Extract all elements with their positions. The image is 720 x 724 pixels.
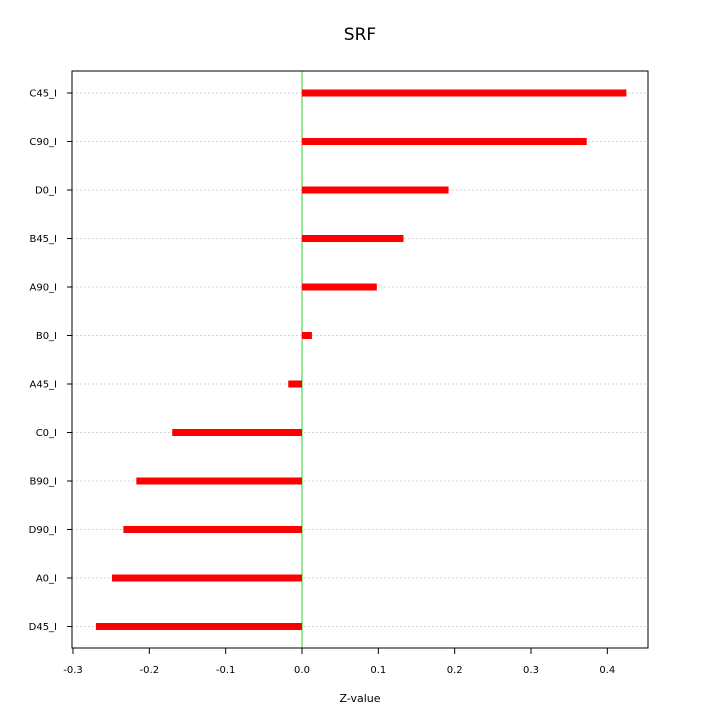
x-axis: -0.3 -0.2 -0.1 0.0 0.1 0.2 0.3 0.4 bbox=[63, 648, 615, 676]
x-tick-label: -0.3 bbox=[63, 665, 83, 676]
y-tick-label: A90_I bbox=[29, 283, 57, 294]
bar bbox=[172, 429, 302, 436]
y-tick-label: C90_I bbox=[29, 137, 57, 148]
y-tick-label: D90_I bbox=[29, 525, 57, 536]
y-tick-label: D0_I bbox=[35, 186, 57, 197]
x-tick-label: 0.2 bbox=[447, 665, 463, 676]
y-tick-label: A45_I bbox=[29, 380, 57, 391]
grid-lines bbox=[72, 92, 648, 627]
plot-frame bbox=[71, 70, 649, 649]
chart-title: SRF bbox=[344, 25, 376, 45]
bar bbox=[302, 283, 377, 291]
x-axis-label: Z-value bbox=[339, 692, 380, 705]
y-tick-label: C45_I bbox=[29, 89, 57, 100]
y-tick-label: A0_I bbox=[36, 574, 57, 585]
x-tick-label: 0.3 bbox=[523, 665, 539, 676]
x-tick-label: 0.0 bbox=[294, 665, 310, 676]
bar bbox=[302, 138, 587, 145]
y-tick-label: B0_I bbox=[36, 331, 57, 342]
bar bbox=[95, 623, 303, 630]
x-tick-label: -0.1 bbox=[216, 665, 236, 676]
y-axis: C45_I C90_I D0_I B45_I A90_I B0_I A45_I C0_I B90… bbox=[29, 89, 72, 633]
bar bbox=[302, 186, 449, 194]
y-tick-label: B90_I bbox=[29, 477, 57, 488]
y-tick-label: B45_I bbox=[29, 234, 57, 245]
bar bbox=[302, 332, 312, 339]
y-tick-label: D45_I bbox=[29, 622, 57, 633]
bar bbox=[302, 89, 627, 97]
bar bbox=[123, 526, 302, 533]
bar bbox=[136, 477, 302, 485]
x-tick-label: -0.2 bbox=[140, 665, 160, 676]
bars bbox=[95, 89, 627, 630]
x-tick-label: 0.1 bbox=[370, 665, 386, 676]
bar bbox=[302, 235, 404, 242]
y-tick-label: C0_I bbox=[36, 428, 57, 439]
bar bbox=[288, 380, 302, 388]
x-tick-label: 0.4 bbox=[599, 665, 615, 676]
bar bbox=[111, 574, 303, 582]
